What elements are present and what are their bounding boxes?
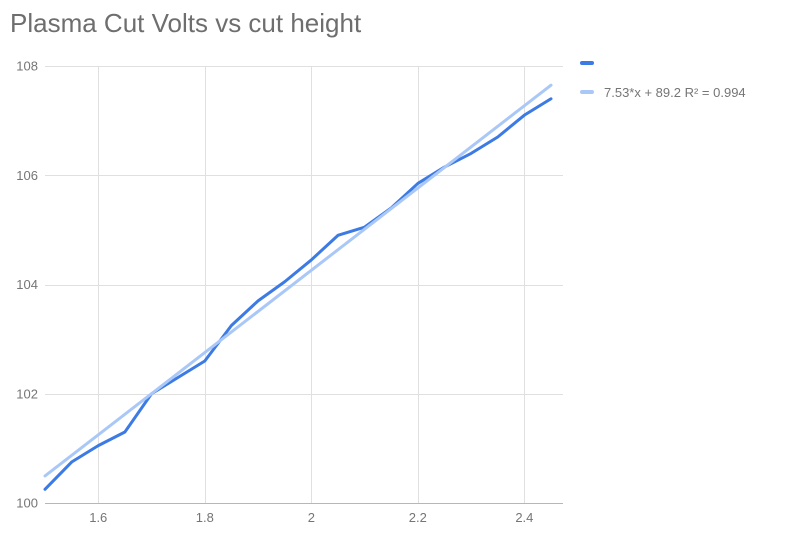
- legend: 7.53*x + 89.2 R² = 0.994: [580, 55, 746, 113]
- x-tick-label: 2.4: [515, 510, 533, 525]
- x-tick-label: 2: [308, 510, 315, 525]
- y-tick-label: 102: [16, 386, 38, 401]
- y-tick-label: 106: [16, 168, 38, 183]
- series-line: [43, 97, 553, 491]
- trendline-swatch: [580, 90, 594, 94]
- chart-title: Plasma Cut Volts vs cut height: [10, 8, 362, 38]
- series-swatch: [580, 61, 594, 65]
- y-tick-label: 100: [16, 496, 38, 511]
- x-tick-label: 2.2: [409, 510, 427, 525]
- y-tick-label: 108: [16, 59, 38, 74]
- trendline: [43, 83, 553, 478]
- legend-item-series: [580, 55, 746, 71]
- trendline-label: 7.53*x + 89.2 R² = 0.994: [604, 84, 746, 100]
- x-tick-label: 1.6: [89, 510, 107, 525]
- y-tick-label: 104: [16, 277, 38, 292]
- legend-item-trendline: 7.53*x + 89.2 R² = 0.994: [580, 84, 746, 100]
- x-tick-label: 1.8: [196, 510, 214, 525]
